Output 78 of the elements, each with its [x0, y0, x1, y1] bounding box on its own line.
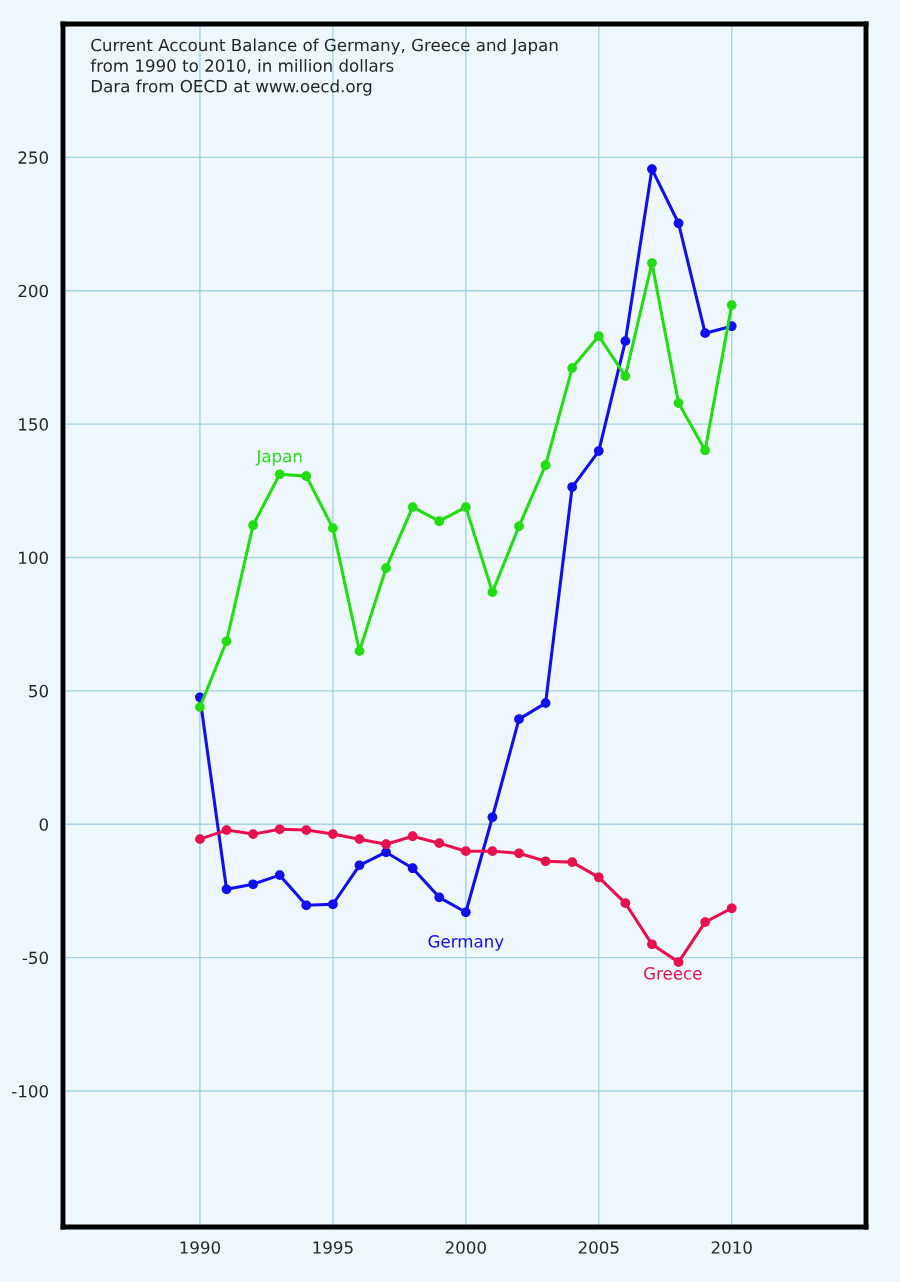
- x-tick-label: 1995: [313, 1241, 353, 1254]
- point: [593, 331, 604, 341]
- point: [567, 482, 578, 492]
- point: [195, 834, 205, 845]
- point: [407, 502, 418, 512]
- x-tick-label: 1990: [180, 1241, 221, 1254]
- x-tick-label: 2005: [578, 1241, 619, 1254]
- series-label: Japan: [255, 450, 302, 466]
- y-tick-label: -50: [22, 951, 48, 965]
- point: [487, 812, 498, 823]
- point: [407, 863, 418, 874]
- point: [487, 846, 498, 857]
- point: [248, 829, 258, 839]
- point: [301, 825, 312, 835]
- point: [328, 899, 338, 910]
- point: [620, 336, 631, 347]
- point: [274, 824, 285, 835]
- point: [354, 646, 365, 656]
- point: [540, 698, 551, 708]
- y-tick-label: -100: [12, 1084, 48, 1098]
- point: [248, 520, 258, 531]
- point: [673, 398, 684, 408]
- point: [221, 825, 232, 835]
- point: [620, 898, 631, 909]
- point: [487, 587, 498, 598]
- y-tick-label: 150: [19, 418, 48, 431]
- point: [726, 903, 737, 914]
- point: [567, 857, 578, 867]
- point: [221, 636, 232, 647]
- y-tick-label: 0: [39, 818, 48, 831]
- point: [673, 218, 684, 229]
- point: [726, 300, 737, 311]
- point: [248, 879, 258, 890]
- point: [354, 860, 365, 871]
- point: [274, 469, 285, 480]
- point: [593, 446, 604, 456]
- point: [700, 917, 710, 927]
- point: [301, 900, 312, 911]
- point: [673, 957, 684, 967]
- point: [514, 848, 524, 859]
- point: [593, 872, 604, 883]
- point: [460, 907, 471, 918]
- point: [434, 838, 445, 849]
- point: [620, 371, 631, 381]
- point: [381, 563, 391, 574]
- point: [647, 164, 657, 174]
- point: [195, 702, 205, 712]
- point: [540, 856, 551, 867]
- point: [460, 502, 471, 512]
- point: [354, 834, 365, 845]
- series-label: Germany: [428, 935, 504, 951]
- text: Current Account Balance of Germany, Greece and Japan from 1990 to 2010, in million dollars: [90, 38, 558, 74]
- y-tick-label: 50: [29, 684, 48, 698]
- series-label: Greece: [644, 967, 702, 980]
- point: [647, 258, 657, 268]
- point: [381, 839, 391, 850]
- y-tick-label: 250: [18, 151, 48, 164]
- point: [460, 846, 471, 857]
- point: [514, 714, 524, 724]
- point: [221, 884, 232, 895]
- y-tick-label: 100: [19, 551, 48, 565]
- annotation: Dara from OECD at www.oecd.org: [91, 79, 372, 96]
- point: [567, 363, 578, 373]
- point: [700, 445, 710, 456]
- point: [434, 516, 445, 527]
- y-tick-label: 200: [18, 284, 48, 298]
- point: [274, 870, 285, 881]
- point: [407, 831, 418, 842]
- point: [514, 521, 524, 532]
- point: [540, 460, 551, 471]
- point: [647, 939, 657, 950]
- point: [328, 523, 338, 533]
- point: [328, 829, 338, 839]
- x-tick-label: 2000: [445, 1241, 486, 1254]
- point: [700, 328, 710, 339]
- x-tick-label: 2010: [711, 1241, 752, 1254]
- point: [301, 471, 312, 481]
- point: [434, 892, 445, 903]
